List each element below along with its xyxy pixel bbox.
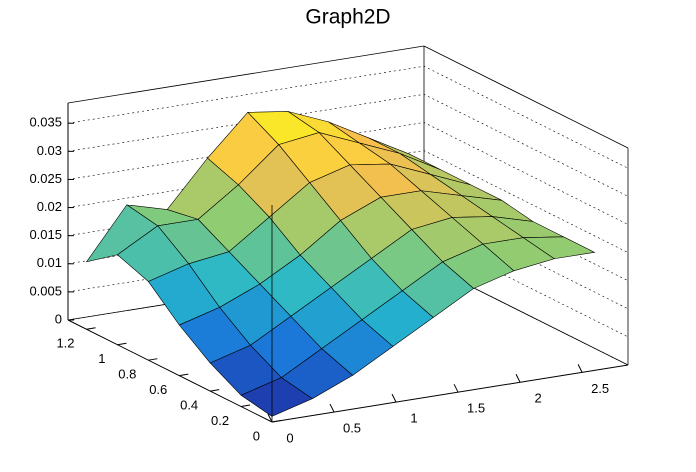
z-tick-label: 0.02 <box>37 199 62 214</box>
x-tick-label: 1.5 <box>467 401 485 416</box>
y-tick <box>271 420 282 423</box>
y-tick <box>148 358 158 361</box>
z-tick-label: 0.015 <box>29 227 62 242</box>
z-tick-label: 0.035 <box>29 115 62 130</box>
grid-line <box>67 122 629 225</box>
x-tick <box>515 374 521 383</box>
y-tick-label: 1.2 <box>56 336 74 351</box>
y-tick-label: 1 <box>98 351 105 366</box>
surface-cell <box>240 377 313 417</box>
x-tick-label: 1 <box>410 411 417 426</box>
y-tick-label: 0.2 <box>211 413 229 428</box>
y-tick <box>117 342 127 346</box>
x-tick <box>453 383 459 393</box>
x-tick-label: 0.5 <box>343 421 361 436</box>
y-tick-label: 0.6 <box>149 382 167 397</box>
x-axis <box>271 364 629 423</box>
y-tick <box>179 373 189 377</box>
y-tick-label: 0 <box>253 428 260 443</box>
y-tick <box>86 327 96 330</box>
x-tick <box>577 364 583 373</box>
chart-title: Graph2D <box>305 6 390 29</box>
x-tick-label: 2.5 <box>591 381 609 396</box>
grid-line <box>67 65 629 169</box>
y-tick-label: 0.8 <box>118 367 136 382</box>
z-tick-label: 0.03 <box>37 143 62 158</box>
y-tick <box>241 404 251 408</box>
z-tick-label: 0 <box>55 311 62 326</box>
y-tick <box>210 389 220 392</box>
x-tick <box>391 393 397 403</box>
x-tick <box>267 413 273 423</box>
y-axis <box>67 319 273 423</box>
box-edge <box>67 45 425 104</box>
z-tick-label: 0.025 <box>29 171 62 186</box>
x-tick <box>329 403 335 413</box>
grid-line <box>67 94 629 197</box>
y-tick-label: 0.4 <box>180 398 198 413</box>
z-tick-label: 0.01 <box>37 255 62 270</box>
x-tick-label: 0 <box>286 430 293 445</box>
x-tick-label: 2 <box>534 391 541 406</box>
box-edge <box>423 45 629 149</box>
z-tick-label: 0.005 <box>29 283 62 298</box>
